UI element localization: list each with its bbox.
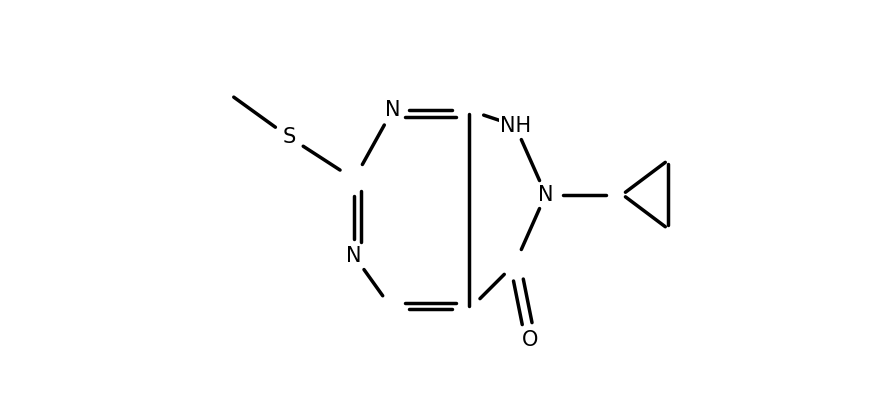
Text: S: S: [282, 127, 296, 147]
Text: N: N: [384, 100, 400, 120]
Text: O: O: [522, 330, 538, 350]
Text: N: N: [538, 184, 553, 204]
Text: N: N: [346, 246, 361, 266]
Text: NH: NH: [499, 115, 530, 135]
